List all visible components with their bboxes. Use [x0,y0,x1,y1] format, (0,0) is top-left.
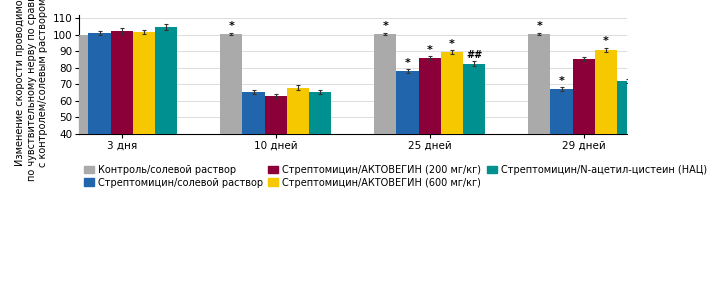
Text: *: * [228,21,235,31]
Bar [287,88,309,134]
Bar [309,92,332,134]
Text: *: * [383,21,388,31]
Bar [265,96,287,134]
Text: *: * [449,39,455,49]
Bar [573,59,595,134]
Bar [396,71,419,134]
Bar [617,81,639,134]
Text: *: * [427,45,433,55]
Bar [66,35,89,134]
Bar [595,50,617,134]
Bar [528,34,551,134]
Legend: Контроль/солевой раствор, Стрептомицин/солевой раствор, Стрептомицин/АКТОВЕГИН (: Контроль/солевой раствор, Стрептомицин/с… [84,165,706,188]
Y-axis label: Изменение скорости проводимости
по чувствительному нерву по сравнению
с контроле: Изменение скорости проводимости по чувст… [15,0,48,181]
Bar [242,92,265,134]
Bar [463,64,485,134]
Bar [551,89,573,134]
Bar [374,34,396,134]
Bar [111,31,133,134]
Bar [89,33,111,134]
Text: *: * [536,21,542,31]
Text: *: * [603,36,609,46]
Text: ##: ## [466,50,483,60]
Bar [441,52,463,134]
Bar [155,27,177,134]
Text: *: * [405,58,410,68]
Bar [220,34,242,134]
Bar [133,32,155,134]
Text: *: * [558,76,564,86]
Bar [419,58,441,134]
